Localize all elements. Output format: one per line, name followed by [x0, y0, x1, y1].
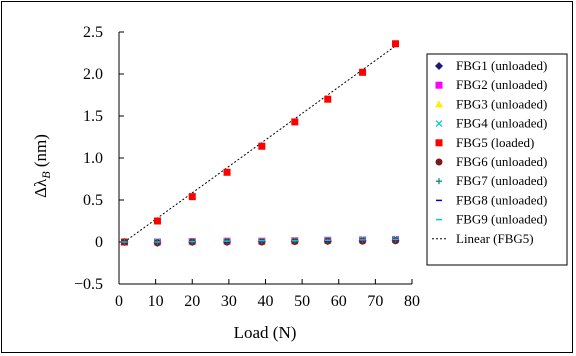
marker-square [188, 193, 196, 201]
x-tick-label: 0 [115, 293, 123, 310]
marker-circle [435, 158, 443, 166]
marker-square [324, 95, 332, 103]
marker-square [392, 40, 400, 48]
legend-label: FBG7 (unloaded) [456, 173, 547, 188]
data-point-5 [359, 68, 367, 76]
marker-square [435, 81, 443, 89]
data-point-5 [153, 217, 161, 225]
legend-marker [435, 100, 443, 108]
x-axis-title: Load (N) [234, 323, 297, 342]
fit-line-fbg5 [120, 44, 398, 245]
data-point-5 [291, 118, 299, 126]
y-axis-title-unit: (nm) [31, 134, 50, 171]
legend-item-5: FBG5 (loaded) [435, 135, 534, 150]
y-tick-label: 0.5 [83, 192, 103, 209]
legend-marker [435, 81, 443, 89]
marker-square [258, 142, 266, 150]
y-tick-label: −0.5 [74, 276, 103, 293]
x-tick-label: 80 [404, 293, 420, 310]
y-axis-title: ΔλB (nm) [31, 134, 53, 198]
y-tick-label: 0 [95, 234, 103, 251]
x-tick-label: 40 [258, 293, 274, 310]
legend-label: FBG5 (loaded) [456, 135, 534, 150]
legend-marker [435, 62, 443, 70]
legend-marker [435, 158, 443, 166]
y-axis-title-sub: B [39, 171, 53, 179]
legend-item-7: FBG7 (unloaded) [436, 173, 547, 188]
legend-box [426, 53, 568, 266]
legend-item-2: FBG2 (unloaded) [435, 77, 547, 92]
y-ticks: −0.5 0 0.5 1.0 1.5 2.0 2.5 [74, 24, 124, 293]
legend-label: FBG1 (unloaded) [456, 58, 547, 73]
legend-label: FBG9 (unloaded) [456, 212, 547, 227]
marker-square [359, 68, 367, 76]
data-point-5 [223, 168, 231, 176]
y-tick-label: 2.0 [83, 66, 103, 83]
marker-square [153, 217, 161, 225]
marker-triangle [435, 100, 443, 108]
data-point-5 [188, 193, 196, 201]
data-points [120, 40, 400, 247]
x-tick-label: 50 [294, 293, 310, 310]
legend-marker [436, 178, 442, 185]
legend-label: FBG4 (unloaded) [456, 116, 547, 131]
marker-diamond [435, 62, 443, 70]
x-tick-label: 60 [331, 293, 347, 310]
y-tick-label: 2.5 [83, 24, 103, 41]
legend-label: FBG3 (unloaded) [456, 96, 547, 111]
legend-marker [435, 139, 443, 147]
x-tick-label: 30 [221, 293, 237, 310]
x-ticks: 0 10 20 30 40 50 60 70 80 [115, 279, 420, 310]
legend-item-3: FBG3 (unloaded) [435, 96, 547, 111]
marker-square [291, 118, 299, 126]
marker-square [435, 139, 443, 147]
legend-label: FBG8 (unloaded) [456, 192, 547, 207]
marker-x-b [435, 120, 443, 128]
legend-label: Linear (FBG5) [456, 231, 534, 246]
legend-label: FBG6 (unloaded) [456, 154, 547, 169]
data-point-5 [324, 95, 332, 103]
marker-square [223, 168, 231, 176]
x-tick-label: 70 [367, 293, 383, 310]
legend-item-10: Linear (FBG5) [432, 231, 534, 246]
y-tick-label: 1.5 [83, 108, 103, 125]
legend-marker [435, 120, 443, 128]
x-tick-label: 10 [148, 293, 164, 310]
y-axis-title-main: Δλ [31, 178, 50, 198]
x-tick-label: 20 [184, 293, 200, 310]
legend-item-6: FBG6 (unloaded) [435, 154, 547, 169]
data-point-5 [392, 40, 400, 48]
fit-line-layer [120, 44, 398, 245]
legend-item-4: FBG4 (unloaded) [435, 116, 547, 131]
y-tick-label: 1.0 [83, 150, 103, 167]
data-point-5 [258, 142, 266, 150]
legend-item-9: FBG9 (unloaded) [436, 212, 547, 227]
legend-item-8: FBG8 (unloaded) [436, 192, 547, 207]
legend-item-1: FBG1 (unloaded) [435, 58, 547, 73]
legend-label: FBG2 (unloaded) [456, 77, 547, 92]
legend: FBG1 (unloaded) FBG2 (unloaded) FBG3 (unlo… [432, 58, 547, 246]
